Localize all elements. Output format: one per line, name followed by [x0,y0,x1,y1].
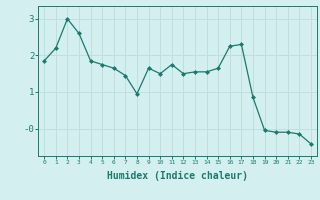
X-axis label: Humidex (Indice chaleur): Humidex (Indice chaleur) [107,171,248,181]
